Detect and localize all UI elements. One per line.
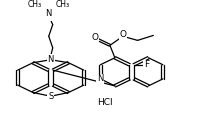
- Text: F: F: [144, 60, 149, 69]
- Text: CH₃: CH₃: [55, 0, 70, 9]
- Text: O: O: [119, 30, 126, 39]
- Text: O: O: [92, 33, 99, 42]
- Text: S: S: [48, 92, 53, 101]
- Text: N: N: [46, 9, 52, 18]
- Text: N: N: [47, 55, 54, 64]
- Text: CH₃: CH₃: [28, 0, 42, 9]
- Text: HCl: HCl: [97, 98, 113, 107]
- Text: N: N: [97, 74, 104, 83]
